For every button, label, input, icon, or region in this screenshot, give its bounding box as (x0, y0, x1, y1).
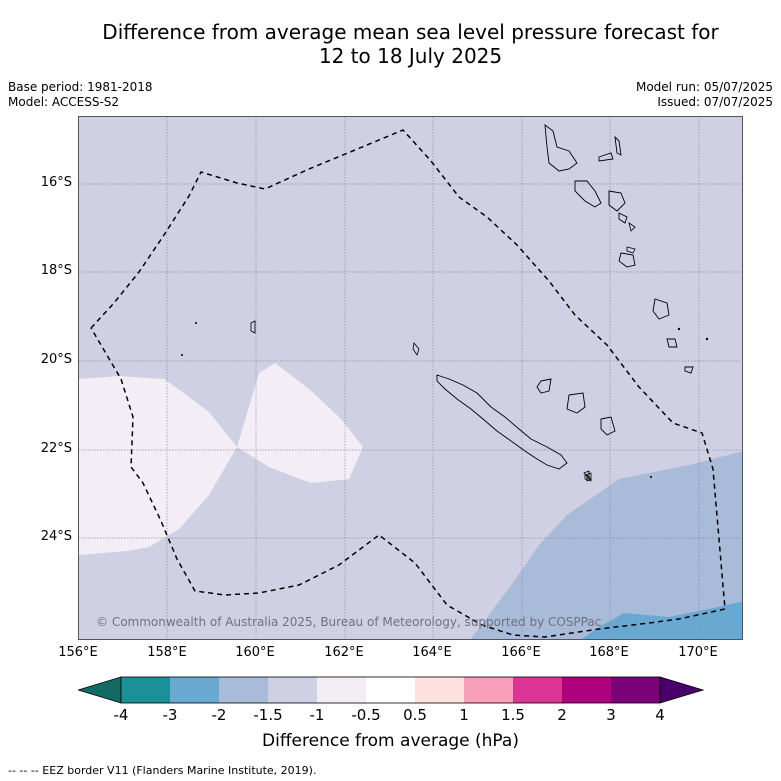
lat-label-22s: 22°S (40, 441, 72, 456)
lon-label-166e: 166°E (501, 645, 541, 660)
meta-right: Model run: 05/07/2025 Issued: 07/07/2025 (636, 80, 773, 110)
epi-island (618, 212, 628, 224)
colorbar-cell (464, 677, 513, 703)
field-region-southeast-deep (581, 601, 742, 639)
tanna-island (666, 338, 678, 348)
model-run: Model run: 05/07/2025 (635, 80, 773, 94)
matthew-island (583, 470, 590, 481)
field-region-centre (237, 363, 363, 483)
copyright-notice: © Commonwealth of Australia 2025, Bureau… (96, 615, 602, 629)
colorbar-tick-label: 2 (557, 706, 567, 724)
lat-label-20s: 20°S (40, 352, 72, 367)
colorbar-tick-label: -0.5 (351, 706, 381, 724)
map-title: Difference from average mean sea level p… (40, 20, 781, 68)
small-vanuatu-islet (626, 246, 636, 254)
colorbar-tick-label: 1 (459, 706, 469, 724)
new-caledonia-coast (436, 374, 568, 470)
colorbar-cell (219, 677, 268, 703)
lon-label-160e: 160°E (235, 645, 275, 660)
colorbar-tick-label: 0.5 (403, 706, 427, 724)
model-name: Model: ACCESS-S2 (8, 95, 120, 109)
lon-label-158e: 158°E (147, 645, 187, 660)
colorbar-cell (366, 677, 415, 703)
colorbar-cell (121, 677, 170, 703)
small-islet-east (705, 337, 709, 341)
espiritu-santo (544, 124, 578, 172)
map-panel[interactable]: © Commonwealth of Australia 2025, Bureau… (78, 116, 743, 640)
colorbar-cell (611, 677, 660, 703)
map-title-line-2: 12 to 18 July 2025 (318, 44, 503, 68)
graticule (79, 117, 742, 639)
colorbar-cell (170, 677, 219, 703)
lat-label-24s: 24°S (40, 529, 72, 544)
lat-label-16s: 16°S (40, 175, 72, 190)
base-period: Base period: 1981-2018 (8, 80, 153, 94)
colorbar-cells (78, 676, 704, 704)
lon-label-156e: 156°E (58, 645, 98, 660)
maewo-island (598, 152, 614, 162)
ambrym-island (608, 190, 626, 212)
colorbar-tick-label: 3 (606, 706, 616, 724)
lat-label-18s: 18°S (40, 263, 72, 278)
small-island-3 (181, 354, 183, 356)
shepherd-islands (628, 222, 636, 232)
ambae-island (614, 135, 622, 156)
lifou-island (566, 392, 586, 414)
small-island-1 (250, 320, 256, 334)
mare-island (600, 416, 616, 436)
colorbar-tick-label: 4 (655, 706, 665, 724)
erromango-island (652, 298, 670, 320)
colorbar-cell (268, 677, 317, 703)
lon-label-164e: 164°E (412, 645, 452, 660)
aneityum-island (684, 366, 694, 374)
efate-island (618, 252, 636, 268)
colorbar-tick-label: 1.5 (501, 706, 525, 724)
meta-left: Base period: 1981-2018 Model: ACCESS-S2 (8, 80, 153, 110)
colorbar-cell (513, 677, 562, 703)
field-region-southeast (470, 451, 742, 639)
colorbar-cell (415, 677, 464, 703)
small-island-2 (195, 322, 197, 324)
colorbar-tick-label: -4 (113, 706, 129, 724)
eez-footnote: -- -- -- EEZ border V11 (Flanders Marine… (8, 764, 317, 777)
lon-label-162e: 162°E (324, 645, 364, 660)
colorbar-title: Difference from average (hPa) (262, 731, 519, 751)
lon-label-168e: 168°E (589, 645, 629, 660)
field-region-west (79, 376, 237, 555)
colorbar-extend-high (659, 676, 704, 704)
map-svg (79, 117, 742, 639)
colorbar-cell (317, 677, 366, 703)
colorbar-outline (120, 676, 661, 704)
colorbar-tick-label: -2 (211, 706, 227, 724)
colorbar-extend-low (78, 676, 122, 704)
colorbar (78, 676, 704, 704)
colorbar-tick-label: -3 (162, 706, 178, 724)
futuna-island (677, 327, 681, 331)
colorbar-tick-label: -1 (309, 706, 325, 724)
issued-date: Issued: 07/07/2025 (657, 95, 773, 109)
colorbar-tick-label: -1.5 (253, 706, 283, 724)
colorbar-cell (562, 677, 611, 703)
ouvea-island (536, 378, 552, 394)
malakula-island (574, 180, 602, 208)
hunter-island (650, 476, 652, 478)
map-title-line-1: Difference from average mean sea level p… (102, 20, 719, 44)
belep-islands (412, 342, 420, 356)
eez-border (90, 129, 726, 638)
lon-label-170e: 170°E (678, 645, 718, 660)
